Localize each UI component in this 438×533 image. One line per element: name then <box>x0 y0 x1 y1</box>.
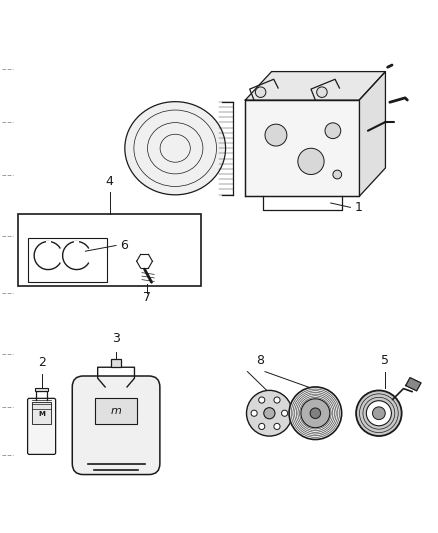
Circle shape <box>333 170 342 179</box>
Text: 3: 3 <box>112 333 120 345</box>
Text: 7: 7 <box>143 290 151 304</box>
Circle shape <box>325 123 341 139</box>
Text: 5: 5 <box>381 354 389 367</box>
Ellipse shape <box>125 102 226 195</box>
Circle shape <box>264 408 275 419</box>
Circle shape <box>356 391 402 436</box>
Bar <box>111 359 121 367</box>
Circle shape <box>255 87 266 98</box>
Bar <box>32 402 51 424</box>
Text: M: M <box>38 410 45 417</box>
Text: 2: 2 <box>38 357 46 369</box>
Circle shape <box>372 407 385 419</box>
Polygon shape <box>406 378 421 391</box>
Circle shape <box>259 397 265 403</box>
Circle shape <box>301 399 330 427</box>
Circle shape <box>259 423 265 430</box>
Polygon shape <box>359 71 385 197</box>
Bar <box>245 100 359 197</box>
Bar <box>95 398 137 424</box>
Circle shape <box>310 408 321 418</box>
Circle shape <box>247 390 292 436</box>
Text: m: m <box>111 406 121 416</box>
FancyBboxPatch shape <box>72 376 160 474</box>
FancyBboxPatch shape <box>28 398 56 455</box>
Text: 1: 1 <box>355 201 363 214</box>
Bar <box>18 214 201 286</box>
Text: 6: 6 <box>120 239 128 252</box>
Circle shape <box>289 387 342 440</box>
Bar <box>35 388 48 391</box>
Circle shape <box>274 423 280 430</box>
Circle shape <box>298 148 324 174</box>
Text: 8: 8 <box>257 354 265 367</box>
Circle shape <box>274 397 280 403</box>
Text: 4: 4 <box>106 175 113 188</box>
Circle shape <box>282 410 288 416</box>
Circle shape <box>265 124 287 146</box>
Circle shape <box>317 87 327 98</box>
Circle shape <box>251 410 257 416</box>
Circle shape <box>366 401 392 426</box>
Polygon shape <box>245 71 385 100</box>
Bar <box>28 238 107 282</box>
